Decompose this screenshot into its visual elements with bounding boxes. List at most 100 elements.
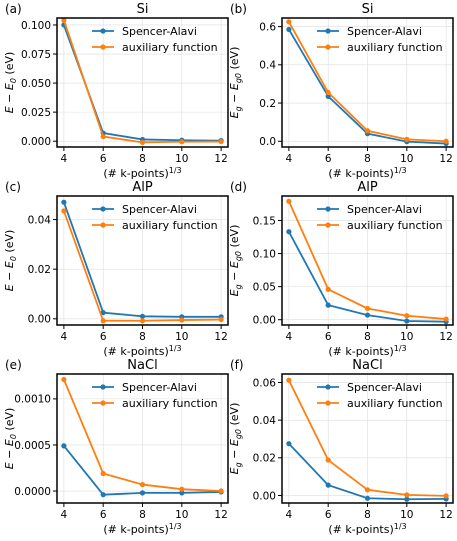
- x-tick-label: 8: [139, 331, 146, 343]
- x-tick-label: 10: [400, 153, 413, 165]
- legend-marker: [100, 206, 106, 212]
- x-tick-label: 8: [364, 153, 371, 165]
- x-tick-label: 6: [100, 331, 107, 343]
- data-point: [139, 490, 146, 496]
- x-tick-label: 4: [286, 331, 293, 343]
- data-point: [100, 309, 106, 316]
- x-axis-label: (# k-points)1/3: [328, 522, 406, 536]
- x-tick-label: 12: [214, 509, 227, 521]
- data-point: [364, 312, 371, 318]
- x-tick-label: 10: [400, 509, 413, 521]
- y-axis-label: E − E0 (eV): [3, 408, 18, 470]
- y-tick-label: 0.00: [253, 490, 276, 502]
- y-tick-label: 0.04: [253, 415, 277, 427]
- data-point: [404, 318, 410, 324]
- data-point: [325, 302, 331, 308]
- x-tick-label: 10: [175, 153, 188, 165]
- y-tick-label: 0.050: [21, 78, 51, 90]
- x-tick-label: 4: [61, 331, 68, 343]
- y-tick-label: 0.000: [21, 136, 51, 148]
- data-point: [61, 208, 67, 214]
- data-point: [404, 313, 410, 319]
- x-axis-label: (# k-points)1/3: [103, 166, 181, 180]
- data-point: [100, 492, 106, 498]
- x-tick-label: 12: [214, 331, 227, 343]
- axes-frame: [281, 373, 454, 504]
- y-tick-label: 0.04: [28, 214, 52, 226]
- data-point: [404, 136, 410, 142]
- x-axis-label: (# k-points)1/3: [328, 344, 406, 358]
- x-tick-label: 4: [286, 509, 293, 521]
- x-tick-label: 8: [139, 509, 146, 521]
- panel-f: 4 6 8 10 12 0.00 0.02 0.04 0.06 NaCl (f) Spencer-Al…: [228, 358, 454, 536]
- y-axis-label: Eg − Eg0 (eV): [228, 225, 243, 297]
- data-point: [364, 305, 371, 312]
- legend-marker: [325, 384, 331, 390]
- x-tick-label: 10: [400, 331, 413, 343]
- x-tick-label: 12: [214, 153, 227, 165]
- data-point: [139, 139, 146, 145]
- legend-marker: [325, 206, 331, 212]
- legend-marker: [325, 222, 331, 228]
- y-tick-label: 0.0: [259, 136, 276, 148]
- legend-marker: [325, 400, 331, 406]
- axes-frame: [281, 17, 454, 148]
- x-tick-label: 12: [439, 509, 452, 521]
- x-tick-label: 10: [175, 331, 188, 343]
- legend-marker: [325, 44, 331, 50]
- panel-d: 4 6 8 10 12 0.00 0.05 0.10 0.15 AlP (d) Spencer-Ala…: [228, 180, 454, 358]
- y-axis-label: Eg − Eg0 (eV): [228, 47, 243, 119]
- data-point: [286, 229, 292, 235]
- legend-entry: Spencer-Alavi: [347, 25, 422, 38]
- y-tick-label: 0.15: [253, 215, 276, 227]
- x-tick-label: 6: [100, 153, 107, 165]
- y-axis-label: E − E0 (eV): [3, 230, 18, 292]
- legend-marker: [100, 222, 106, 228]
- x-axis-label: (# k-points)1/3: [328, 166, 406, 180]
- legend-marker: [100, 28, 106, 34]
- y-tick-label: 0.0000: [14, 486, 51, 498]
- data-point: [404, 492, 410, 498]
- y-axis-label: E − E0 (eV): [3, 52, 18, 114]
- legend-entry: auxiliary function: [122, 41, 218, 54]
- data-point: [61, 17, 67, 23]
- panel-title: NaCl: [352, 358, 382, 373]
- y-tick-label: 0.00: [253, 315, 276, 327]
- panel-e: 4 6 8 10 12 0.0000 0.0005 0.0010 NaCl (e) Spencer-…: [3, 358, 229, 536]
- y-tick-label: 0.2: [259, 98, 276, 110]
- data-point: [286, 26, 292, 33]
- axes-frame: [281, 195, 454, 326]
- data-point: [100, 133, 106, 140]
- y-tick-label: 0.06: [253, 377, 277, 389]
- data-point: [443, 316, 449, 322]
- data-point: [325, 457, 331, 463]
- data-point: [286, 19, 292, 25]
- panel-label: (c): [5, 180, 21, 194]
- legend-entry: Spencer-Alavi: [122, 25, 197, 38]
- data-point: [61, 443, 67, 449]
- x-tick-label: 8: [139, 153, 146, 165]
- panel-c: 4 6 8 10 12 0.00 0.02 0.04 AlP (c) Spencer-Alavi au…: [3, 180, 229, 358]
- data-point: [218, 316, 224, 323]
- legend-marker: [100, 44, 106, 50]
- y-tick-label: 0.05: [253, 281, 276, 293]
- legend-entry: auxiliary function: [347, 397, 443, 410]
- data-point: [404, 496, 410, 502]
- x-tick-label: 6: [100, 509, 107, 521]
- y-tick-label: 0.0005: [14, 440, 51, 452]
- y-axis-label: Eg − Eg0 (eV): [228, 403, 243, 475]
- legend-entry: auxiliary function: [122, 397, 218, 410]
- data-point: [218, 488, 224, 494]
- panel-label: (d): [230, 180, 247, 194]
- y-tick-label: 0.4: [259, 60, 276, 72]
- x-tick-label: 4: [61, 153, 68, 165]
- data-point: [286, 441, 292, 447]
- data-point: [325, 482, 331, 488]
- legend-entry: Spencer-Alavi: [347, 203, 422, 216]
- x-axis-label: (# k-points)1/3: [103, 344, 181, 358]
- x-tick-label: 6: [325, 153, 332, 165]
- legend-entry: auxiliary function: [122, 219, 218, 232]
- data-point: [325, 89, 331, 96]
- x-tick-label: 8: [364, 331, 371, 343]
- legend-entry: Spencer-Alavi: [347, 381, 422, 394]
